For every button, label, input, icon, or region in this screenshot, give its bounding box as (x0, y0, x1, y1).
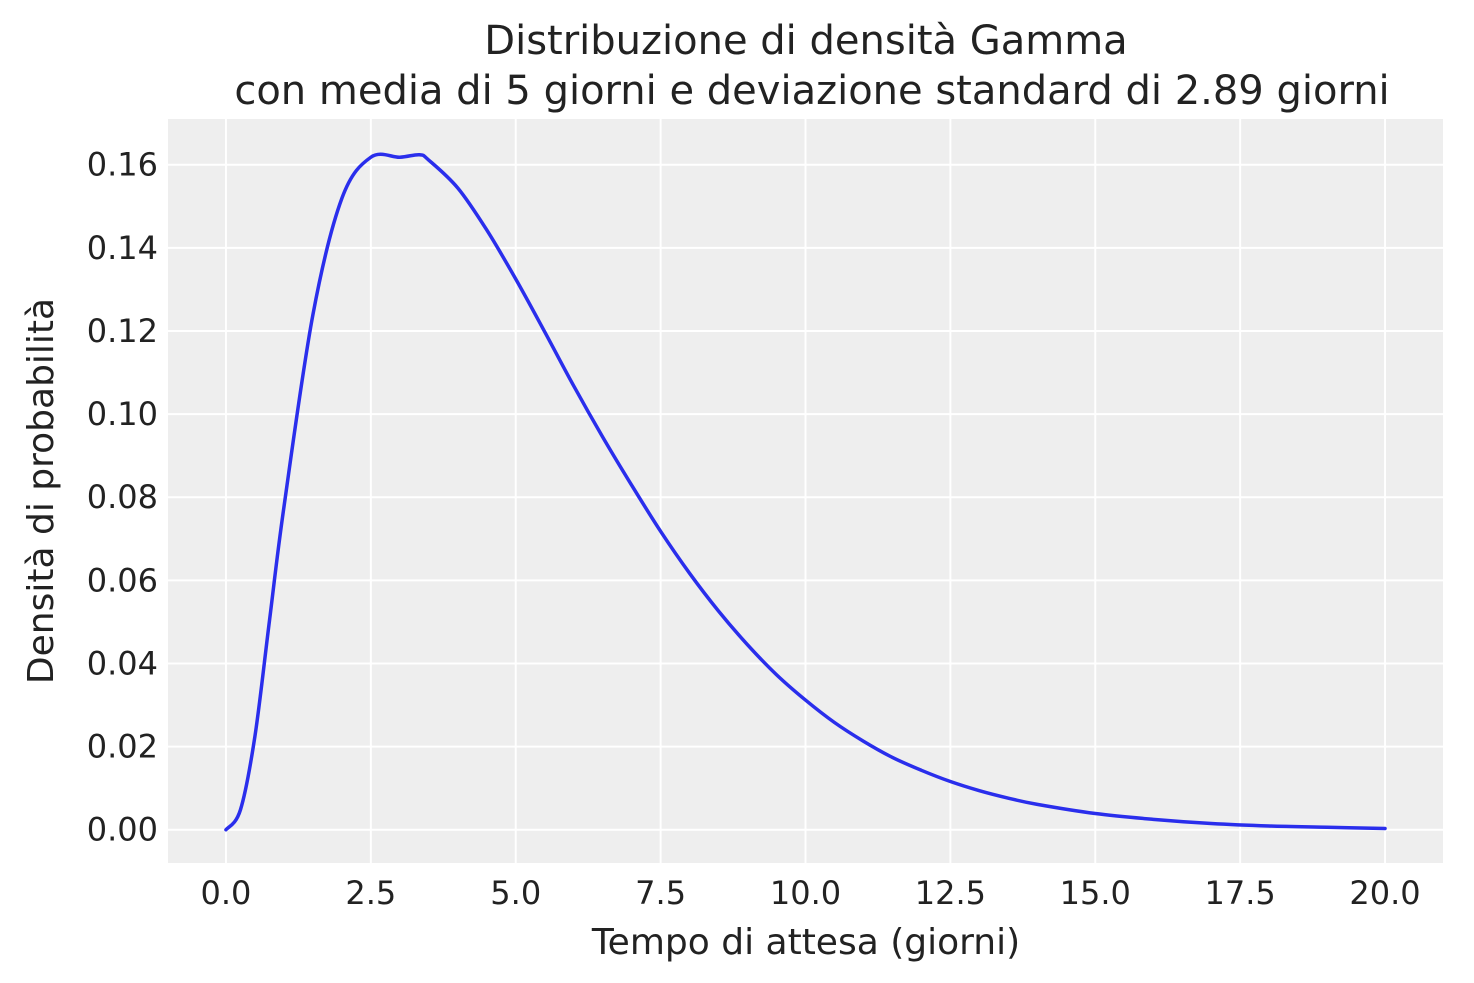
y-tick-label: 0.08 (87, 478, 158, 516)
y-tick-label: 0.06 (87, 561, 158, 599)
x-axis-label: Tempo di attesa (giorni) (591, 922, 1020, 963)
x-tick-label: 7.5 (635, 874, 686, 912)
y-tick-label: 0.14 (87, 229, 158, 267)
x-tick-labels: 0.0 2.5 5.0 7.5 10.0 12.5 15.0 17.5 20.0 (201, 874, 1421, 912)
x-tick-label: 17.5 (1205, 874, 1276, 912)
x-tick-label: 20.0 (1349, 874, 1420, 912)
y-tick-label: 0.00 (87, 811, 158, 849)
x-tick-label: 5.0 (490, 874, 541, 912)
chart-subtitle: con media di 5 giorni e deviazione stand… (234, 68, 1389, 114)
grid-lines (168, 119, 1443, 863)
y-tick-label: 0.02 (87, 728, 158, 766)
y-tick-label: 0.12 (87, 312, 158, 350)
y-tick-label: 0.10 (87, 395, 158, 433)
y-tick-labels: 0.00 0.02 0.04 0.06 0.08 0.10 0.12 0.14 0.16 (87, 146, 158, 849)
x-tick-label: 15.0 (1060, 874, 1131, 912)
x-tick-label: 2.5 (345, 874, 396, 912)
series-layer (224, 152, 1387, 832)
x-tick-label: 10.0 (770, 874, 841, 912)
gamma-density-line (224, 152, 1387, 832)
y-tick-label: 0.04 (87, 644, 158, 682)
y-axis-label: Densità di probabilità (21, 298, 62, 684)
x-tick-label: 0.0 (201, 874, 252, 912)
y-tick-label: 0.16 (87, 146, 158, 184)
chart-title: Distribuzione di densità Gamma (484, 18, 1127, 64)
x-tick-label: 12.5 (915, 874, 986, 912)
